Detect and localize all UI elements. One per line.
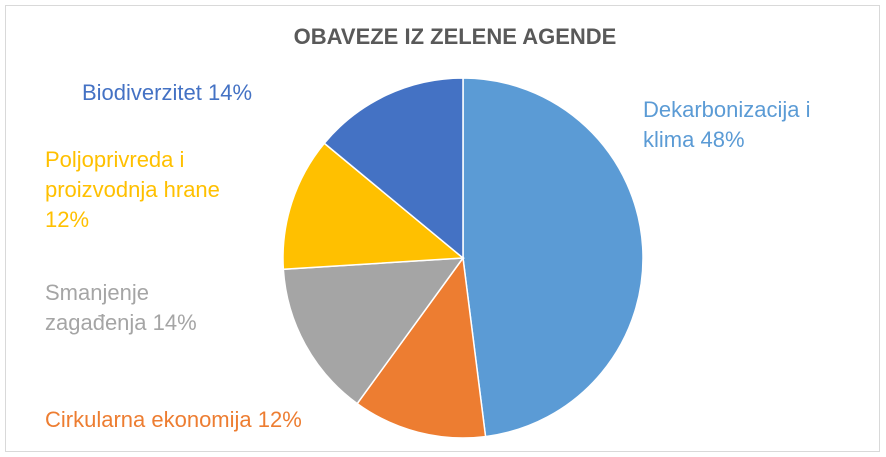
- pie-slice: [462, 77, 644, 438]
- category-name: Biodiverzitet: [82, 80, 202, 105]
- value-label: 14%: [207, 80, 253, 105]
- pie-slice: [356, 256, 487, 439]
- category-name: Cirkularna ekonomija: [45, 407, 252, 432]
- slice-label: Cirkularna ekonomija 12%: [45, 405, 445, 435]
- pie-slice: [323, 77, 464, 260]
- slice-label: Poljoprivreda i proizvodnja hrane 12%: [45, 145, 260, 235]
- value-label: 48%: [700, 127, 745, 152]
- value-label: 14%: [152, 310, 197, 335]
- slice-label: Dekarbonizacija i klima 48%: [643, 95, 823, 155]
- pie-slice: [282, 257, 465, 405]
- category-name: Poljoprivreda i proizvodnja hrane: [45, 147, 220, 202]
- chart-title: OBAVEZE IZ ZELENE AGENDE: [294, 24, 617, 49]
- slice-label: Smanjenje zagađenja 14%: [45, 278, 245, 338]
- category-name: Dekarbonizacija i klima: [643, 97, 811, 152]
- slice-label: Biodiverzitet 14%: [82, 78, 382, 108]
- value-label: 12%: [45, 207, 90, 232]
- category-name: Smanjenje zagađenja: [45, 280, 149, 335]
- value-label: 12%: [257, 407, 302, 432]
- pie-slice: [282, 142, 465, 271]
